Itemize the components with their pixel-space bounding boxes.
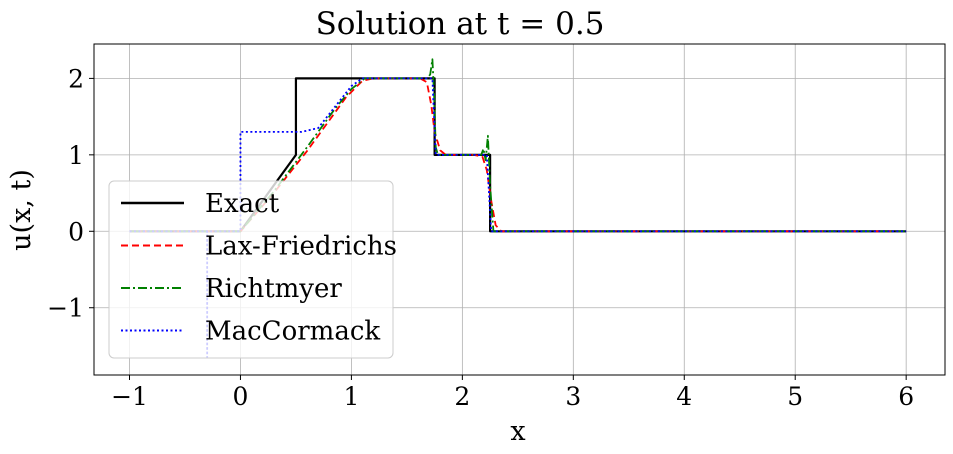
- y-tick-label: 1: [68, 141, 84, 170]
- chart-title: Solution at t = 0.5: [316, 6, 605, 42]
- y-axis-label: u(x, t): [6, 169, 37, 251]
- x-tick-label: 4: [676, 382, 692, 411]
- x-tick-label: 6: [898, 382, 914, 411]
- legend-label: Lax-Friedrichs: [205, 232, 397, 262]
- y-tick-label: 0: [68, 217, 84, 246]
- x-tick-label: 3: [565, 382, 581, 411]
- legend: Exact Lax-Friedrichs Richtmyer MacCormack: [108, 180, 397, 359]
- x-tick-label: 2: [454, 382, 470, 411]
- series-line-maccormack: [129, 77, 907, 359]
- series-line-richtmyer: [129, 58, 907, 233]
- x-tick-label: −1: [111, 382, 148, 411]
- x-axis-label: x: [510, 416, 525, 447]
- legend-label: MacCormack: [205, 317, 380, 347]
- legend-label: Richtmyer: [205, 274, 342, 304]
- y-tick-label: 2: [68, 64, 84, 93]
- x-tick-label: 5: [787, 382, 803, 411]
- x-tick-label: 0: [233, 382, 249, 411]
- series-line-lax-friedrichs: [129, 77, 907, 233]
- y-tick-label: −1: [47, 294, 84, 323]
- plot-frame: [93, 43, 946, 376]
- legend-box: [108, 180, 394, 359]
- axis-ticks: −1 0 1 2 3 4 5 6 −1 0 1 2: [47, 64, 914, 411]
- legend-label: Exact: [205, 189, 280, 219]
- x-tick-label: 1: [343, 382, 359, 411]
